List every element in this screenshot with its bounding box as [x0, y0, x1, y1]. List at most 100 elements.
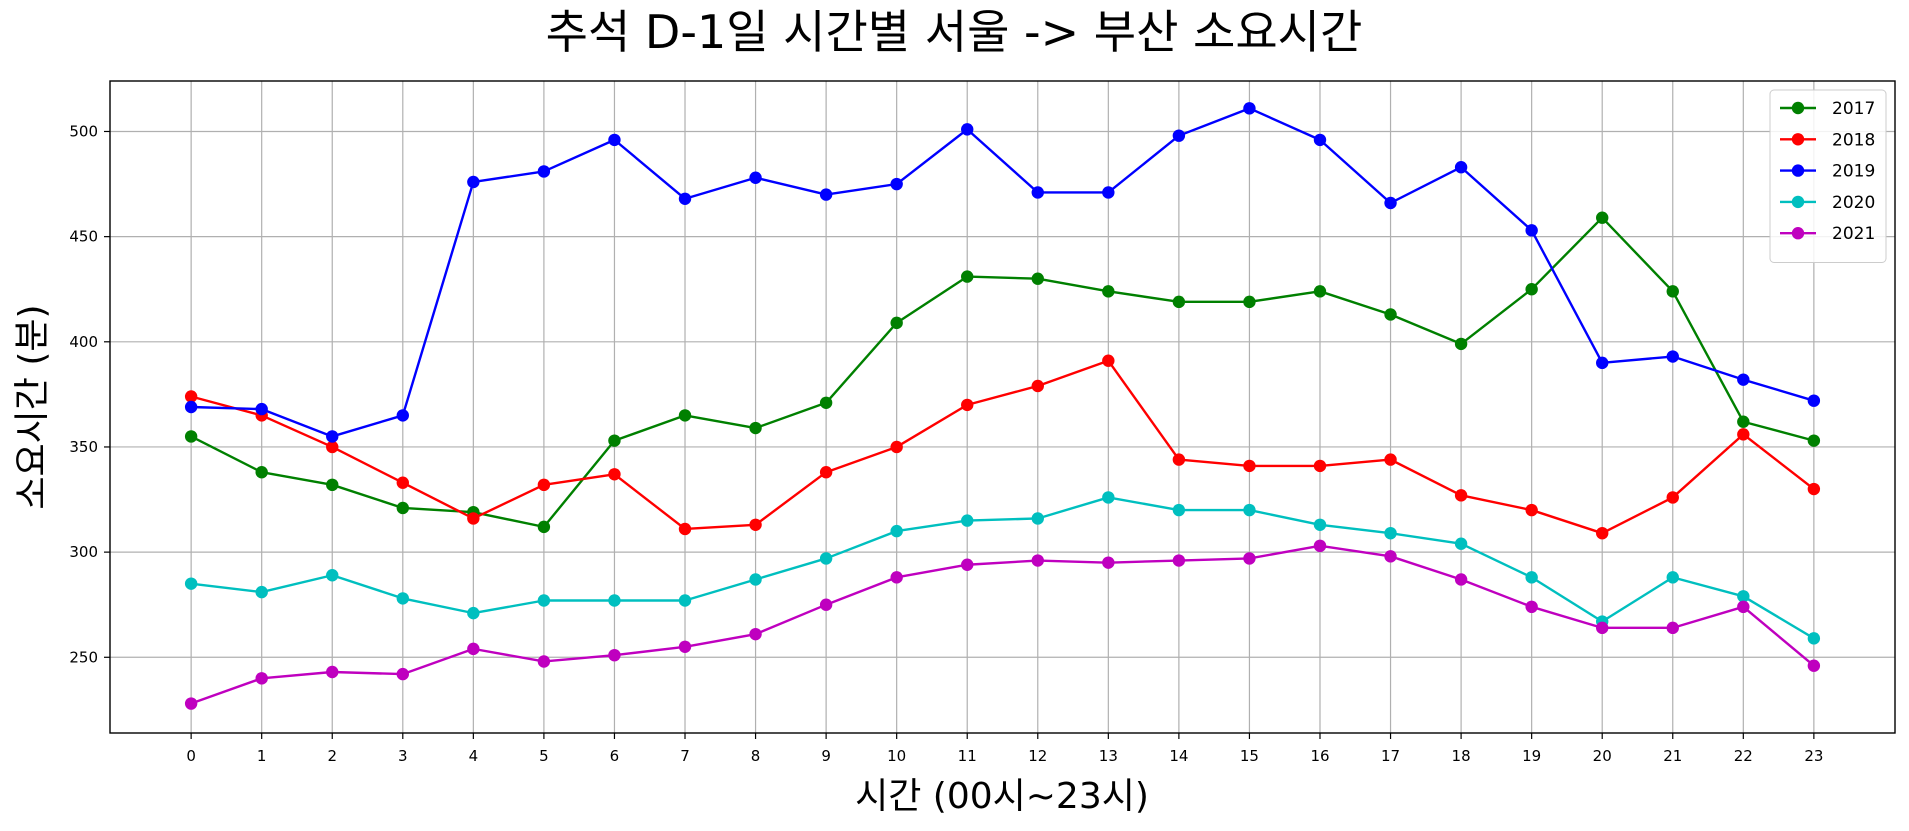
data-point: [467, 175, 480, 189]
y-tick-label: 450: [69, 228, 98, 246]
data-point: [819, 396, 833, 409]
data-point: [1807, 394, 1821, 407]
data-point: [1737, 415, 1750, 428]
x-tick-label: 15: [1240, 747, 1259, 765]
data-point: [678, 640, 692, 653]
data-point: [749, 421, 762, 435]
y-tick-label: 350: [69, 438, 98, 456]
x-tick-label: 19: [1522, 747, 1541, 765]
x-tick-label: 3: [398, 747, 408, 765]
data-point: [961, 270, 974, 283]
data-point: [1172, 453, 1186, 466]
data-point: [678, 522, 692, 536]
data-point: [1384, 526, 1397, 540]
data-point: [1454, 573, 1468, 586]
data-point: [1313, 518, 1327, 531]
data-point: [1102, 556, 1115, 569]
data-point: [819, 188, 833, 201]
data-point: [1172, 503, 1186, 517]
data-point: [961, 398, 974, 412]
data-point: [1454, 489, 1468, 502]
data-point: [1172, 295, 1186, 309]
legend: 2017 2018 2019 2020 2021: [1769, 89, 1887, 263]
x-tick-label: 7: [680, 747, 690, 765]
y-axis-label: 소요시간 (분): [12, 304, 53, 509]
data-point: [961, 558, 974, 571]
data-point: [961, 514, 974, 527]
x-tick-label: 12: [1028, 747, 1047, 765]
data-point: [1102, 354, 1115, 367]
data-point: [1243, 552, 1256, 565]
data-point: [1666, 491, 1679, 504]
data-point: [184, 697, 198, 710]
x-tick-label: 0: [186, 747, 196, 765]
data-point: [184, 430, 198, 443]
data-point: [467, 642, 480, 656]
series-line-2021: [190, 544, 1815, 705]
data-point: [537, 655, 551, 668]
y-tick-label: 300: [69, 543, 98, 561]
legend-swatch-marker: [1791, 133, 1805, 146]
data-point: [326, 569, 339, 582]
data-point: [1172, 129, 1186, 142]
chart-title: 추석 D-1일 시간별 서울 -> 부산 소요시간: [546, 5, 1363, 59]
data-point: [1313, 539, 1327, 553]
data-point: [1313, 285, 1327, 298]
data-point: [326, 430, 339, 443]
x-tick-label: 4: [469, 747, 479, 765]
data-point: [1384, 550, 1397, 563]
data-point: [1384, 453, 1397, 466]
data-point: [1807, 632, 1821, 645]
x-tick-label: 23: [1804, 747, 1823, 765]
x-tick-label: 17: [1381, 747, 1400, 765]
data-point: [1102, 491, 1115, 504]
series-2018: [184, 354, 1821, 540]
data-point: [396, 501, 409, 515]
data-point: [1737, 600, 1750, 614]
grid: [110, 81, 1895, 733]
data-point: [1737, 428, 1750, 441]
data-point: [255, 585, 268, 599]
series-line-2017: [190, 216, 1815, 529]
data-point: [890, 316, 903, 330]
data-point: [1525, 571, 1538, 584]
legend-swatch-marker: [1791, 164, 1805, 177]
x-tick-label: 6: [610, 747, 620, 765]
data-point: [819, 552, 833, 565]
plot-frame: [109, 80, 1896, 734]
legend-label: 2018: [1832, 130, 1875, 150]
legend-label: 2019: [1832, 162, 1875, 182]
data-point: [1737, 590, 1750, 603]
x-axis-label: 시간 (00시~23시): [855, 776, 1149, 817]
data-point: [608, 468, 621, 481]
data-point: [537, 478, 551, 492]
x-tick-label: 18: [1452, 747, 1471, 765]
data-point: [326, 665, 339, 679]
data-point: [1525, 283, 1538, 296]
legend-swatch-marker: [1791, 195, 1805, 209]
data-point: [1031, 554, 1044, 567]
data-point: [396, 667, 409, 681]
data-point: [749, 518, 762, 531]
data-point: [1596, 526, 1609, 540]
legend-swatch-marker: [1791, 101, 1805, 115]
data-point: [1384, 308, 1397, 321]
data-point: [1454, 161, 1468, 174]
legend-label: 2021: [1832, 224, 1875, 244]
data-point: [678, 192, 692, 205]
x-tick-label: 8: [751, 747, 761, 765]
data-point: [396, 592, 409, 605]
legend-swatch-marker: [1791, 227, 1805, 240]
data-point: [1596, 621, 1609, 635]
legend-item-2019: 2019: [1780, 162, 1875, 182]
series-2017: [184, 211, 1821, 534]
legend-item-2021: 2021: [1780, 224, 1875, 244]
y-tick-label: 400: [69, 333, 98, 351]
series-line-2019: [191, 107, 1815, 438]
data-point: [890, 571, 903, 584]
data-point: [1031, 272, 1044, 285]
x-tick-label: 2: [327, 747, 337, 765]
data-point: [255, 402, 268, 416]
data-point: [749, 627, 762, 641]
